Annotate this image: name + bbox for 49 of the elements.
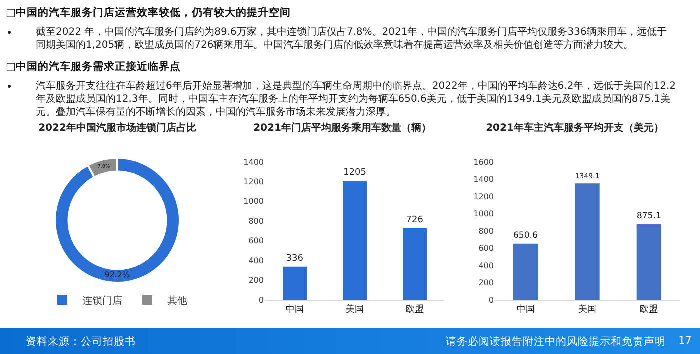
- text: 17: [678, 335, 692, 347]
- bar: [343, 181, 367, 300]
- bar: [636, 224, 662, 300]
- bar: [575, 184, 600, 300]
- bar: [514, 244, 538, 300]
- chart-title: 2021年车主汽车服务平均开支（美元）: [486, 122, 664, 134]
- y-tick-label: 1400: [244, 158, 264, 167]
- x-tick-label: 中国: [516, 304, 535, 315]
- y-tick-label: 600: [478, 244, 494, 254]
- data-label: 92.2%: [104, 270, 130, 280]
- text: □中国的汽车服务门店运营效率较低，仍有较大的提升空间: [6, 6, 291, 20]
- data-label: 1349.1: [575, 171, 600, 180]
- y-tick-label: 400: [248, 256, 264, 266]
- y-tick-label: 1000: [474, 210, 494, 219]
- donut-slice: [54, 157, 181, 284]
- y-tick-label: 1200: [474, 192, 494, 202]
- y-tick-label: 0: [488, 296, 494, 305]
- bar: [283, 266, 307, 300]
- data-label: 650.6: [514, 231, 538, 242]
- y-tick-label: 800: [478, 226, 494, 236]
- text: 汽车服务开支往往在车龄超过6年后开始显著增加，这是典型的车辆生命周期中的临界点。2022年，中国的平均车龄达6.2年，远低于美国的12.2年及欧盟成员国的12.3年。同时，中国车主在汽车服务上的年平均开支约为每辆车650.6美元，低于美国的1349.1美元及欧盟成员国的875.1美元。叠加汽车保有量的不断增长的因素，中国的汽车服务市场未来发展潜力深厚。: [36, 80, 676, 119]
- bar: [403, 228, 427, 300]
- y-tick-label: 0: [258, 296, 264, 305]
- data-label: 336: [286, 254, 304, 264]
- legend-label: 其他: [168, 294, 188, 307]
- text: 截至2022 年，中国的汽车服务门店约为89.6万家，其中连锁门店仅占7.8%。2021年，中国的汽车服务门店平均仅服务336辆乘用车，远低于同期美国的1,205辆，欧盟成员国的726辆乘用车。中国汽车服务门店的低效率意味着在提高运营效率及相关价值创造等方面潜力较大。: [36, 26, 668, 52]
- x-tick-label: 中国: [286, 304, 304, 315]
- chart-title: 2021年门店平均服务乘用车数量（辆）: [254, 122, 432, 134]
- y-tick-label: 200: [248, 276, 264, 286]
- data-label: 875.1: [636, 212, 662, 222]
- x-tick-label: 美国: [346, 304, 364, 315]
- y-tick-label: 400: [478, 261, 494, 270]
- y-tick-label: 1000: [244, 197, 264, 206]
- y-tick-label: 200: [478, 278, 494, 288]
- data-label: 726: [406, 215, 424, 226]
- text: 请务必阅读报告附注中的风险提示和免责声明: [446, 335, 666, 349]
- y-tick-label: 600: [248, 236, 264, 246]
- text: □中国的汽车服务需求正接近临界点: [6, 60, 181, 74]
- x-tick-label: 欧盟: [640, 304, 658, 315]
- y-tick-label: 1400: [474, 175, 494, 184]
- x-tick-label: 欧盟: [406, 304, 424, 315]
- chart-title: 2022年中国汽服市场连锁门店占比: [38, 122, 196, 134]
- data-label: 1205: [344, 168, 366, 178]
- y-tick-label: 1200: [244, 178, 264, 187]
- text: 资料来源：公司招股书: [26, 335, 136, 349]
- y-tick-label: 800: [248, 216, 264, 226]
- legend-label: 连锁门店: [82, 294, 122, 307]
- y-tick-label: 1600: [474, 158, 494, 167]
- x-tick-label: 美国: [578, 304, 596, 315]
